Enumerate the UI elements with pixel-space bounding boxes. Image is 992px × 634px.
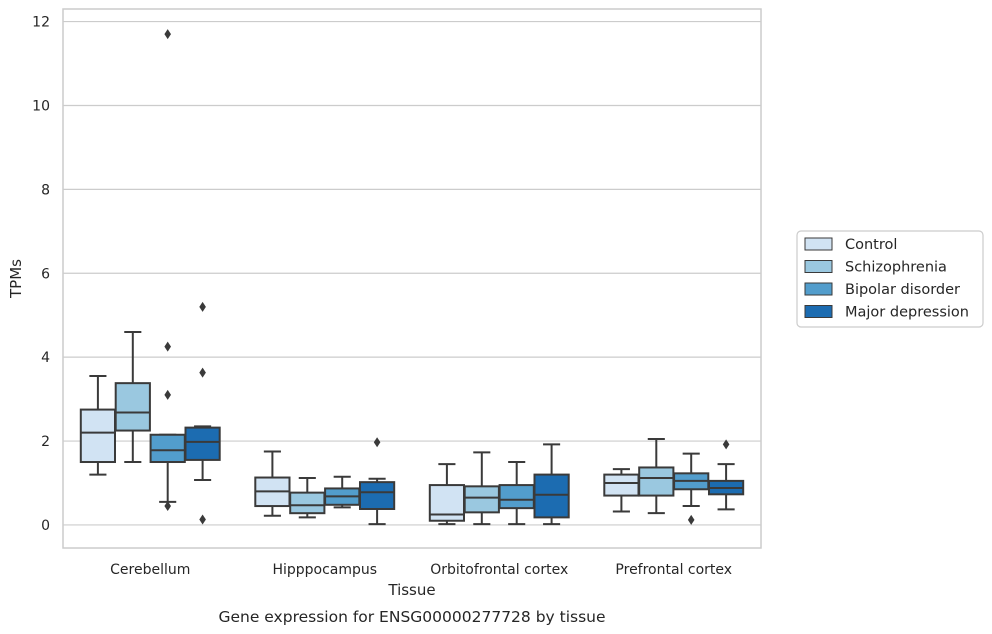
- outlier-point: [164, 29, 171, 40]
- y-tick-label: 2: [41, 434, 50, 450]
- x-tick-label: Prefrontal cortex: [615, 562, 732, 578]
- legend-label: Bipolar disorder: [845, 282, 960, 298]
- y-tick-label: 0: [41, 518, 50, 534]
- x-axis-title: Tissue: [387, 581, 435, 599]
- outlier-point: [164, 389, 171, 400]
- outlier-point: [164, 501, 171, 512]
- outlier-point: [687, 514, 695, 525]
- box-1-2: [324, 475, 361, 509]
- outlier-point: [199, 514, 206, 525]
- boxes: [79, 29, 745, 526]
- y-tick-label: 12: [32, 15, 50, 31]
- y-tick-labels: 0 2 4 6 8 10 12: [32, 15, 50, 534]
- box-iqr: [603, 473, 640, 497]
- box-3-2: [673, 452, 710, 525]
- box-3-3: [707, 439, 745, 511]
- box-iqr: [114, 382, 151, 432]
- box-2-1: [463, 451, 500, 526]
- box-iqr: [79, 408, 117, 464]
- box-iqr: [463, 485, 500, 514]
- box-1-3: [358, 437, 396, 526]
- box-0-2: [149, 29, 186, 512]
- outlier-point: [164, 341, 171, 352]
- box-iqr: [533, 473, 570, 519]
- outlier-point: [199, 301, 206, 312]
- box-2-0: [428, 463, 466, 526]
- y-tick-label: 8: [41, 182, 50, 198]
- chart-caption: Gene expression for ENSG00000277728 by t…: [218, 608, 605, 626]
- box-0-3: [184, 301, 221, 525]
- legend-swatch: [804, 260, 833, 273]
- box-0-1: [114, 330, 151, 464]
- y-tick-label: 6: [41, 266, 50, 282]
- outlier-point: [199, 367, 206, 378]
- box-1-1: [289, 476, 326, 519]
- y-tick-label: 4: [41, 350, 50, 366]
- legend-frame: [796, 230, 984, 328]
- x-tick-label: Cerebellum: [110, 562, 190, 578]
- legend-swatch: [804, 282, 833, 296]
- legend-label: Schizophrenia: [845, 260, 947, 276]
- x-tick-label: Hipppocampus: [272, 562, 377, 578]
- legend-label: Control: [845, 237, 897, 253]
- legend: Control Schizophrenia Bipolar disorder Majo…: [796, 230, 984, 328]
- x-tick-label: Orbitofrontal cortex: [430, 562, 568, 578]
- y-tick-label: 10: [32, 98, 50, 114]
- plot-frame: [62, 8, 762, 549]
- legend-swatch: [804, 305, 833, 318]
- box-1-0: [254, 450, 291, 517]
- box-3-0: [603, 468, 640, 513]
- box-iqr: [184, 426, 221, 461]
- box-iqr: [638, 466, 675, 497]
- y-axis-title: TPMs: [7, 259, 25, 299]
- box-2-3: [533, 443, 570, 526]
- box-iqr: [358, 481, 396, 510]
- box-2-2: [498, 461, 535, 526]
- box-3-1: [638, 437, 675, 515]
- box-0-0: [79, 375, 117, 476]
- x-tick-labels: Cerebellum Hipppocampus Orbitofrontal cort…: [110, 562, 732, 578]
- legend-label: Major depression: [845, 305, 969, 321]
- box-iqr: [498, 484, 535, 510]
- outlier-point: [722, 439, 730, 450]
- outlier-point: [373, 437, 381, 448]
- legend-swatch: [804, 237, 833, 251]
- box-iqr: [149, 433, 186, 464]
- box-iqr: [289, 491, 326, 515]
